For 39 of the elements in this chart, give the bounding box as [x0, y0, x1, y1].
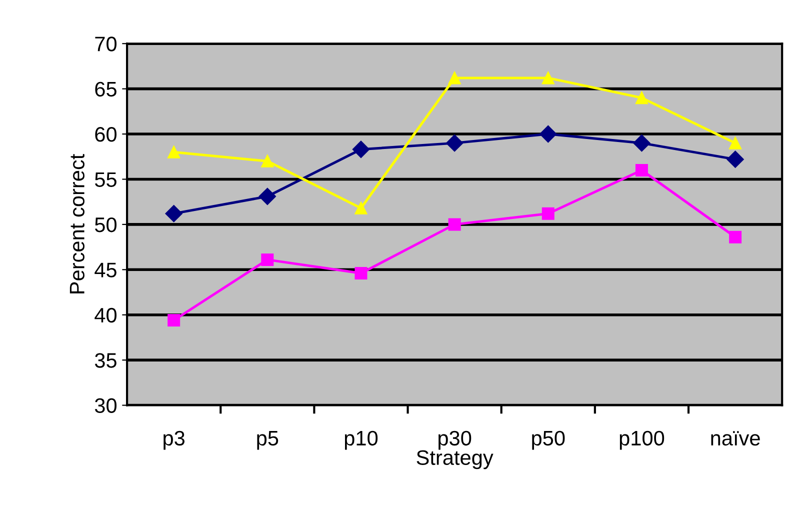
point: [542, 72, 554, 84]
y-axis-title: Percent correct: [70, 154, 84, 294]
point: [168, 146, 180, 158]
y-tick-label: 30: [94, 398, 117, 414]
x-tick-label: p50: [532, 430, 565, 450]
point: [726, 150, 744, 168]
point: [540, 125, 557, 143]
x-tick-label: p5: [257, 431, 278, 450]
y-tick-label: 50: [94, 217, 117, 232]
y-tick-label: 35: [94, 353, 116, 368]
point: [165, 205, 182, 222]
point: [354, 202, 368, 214]
x-tick-label: p100: [620, 430, 664, 450]
point: [261, 253, 274, 266]
y-tick-label: 70: [95, 36, 117, 52]
y-tick-label: 55: [94, 172, 116, 187]
point: [633, 134, 650, 152]
point: [168, 314, 180, 327]
y-tick-label: 40: [94, 308, 117, 323]
point: [352, 140, 370, 158]
y-tick-label: 65: [95, 82, 116, 97]
y-tick-label: 60: [95, 127, 117, 142]
point: [635, 92, 648, 104]
x-tick-label: p30: [438, 430, 472, 450]
x-tick-label: p10: [344, 430, 378, 450]
point: [261, 154, 274, 168]
point: [446, 134, 464, 152]
point: [258, 188, 276, 205]
x-tick-label: p3: [164, 430, 184, 450]
x-axis-title: Strategy: [416, 450, 494, 470]
y-tick-label: 45: [94, 262, 116, 278]
point: [354, 267, 368, 280]
point: [448, 218, 461, 231]
x-tick-label: naïve: [711, 431, 760, 446]
point: [635, 164, 648, 176]
point: [729, 230, 742, 244]
point: [542, 207, 554, 220]
point: [729, 136, 742, 150]
point: [448, 72, 461, 84]
